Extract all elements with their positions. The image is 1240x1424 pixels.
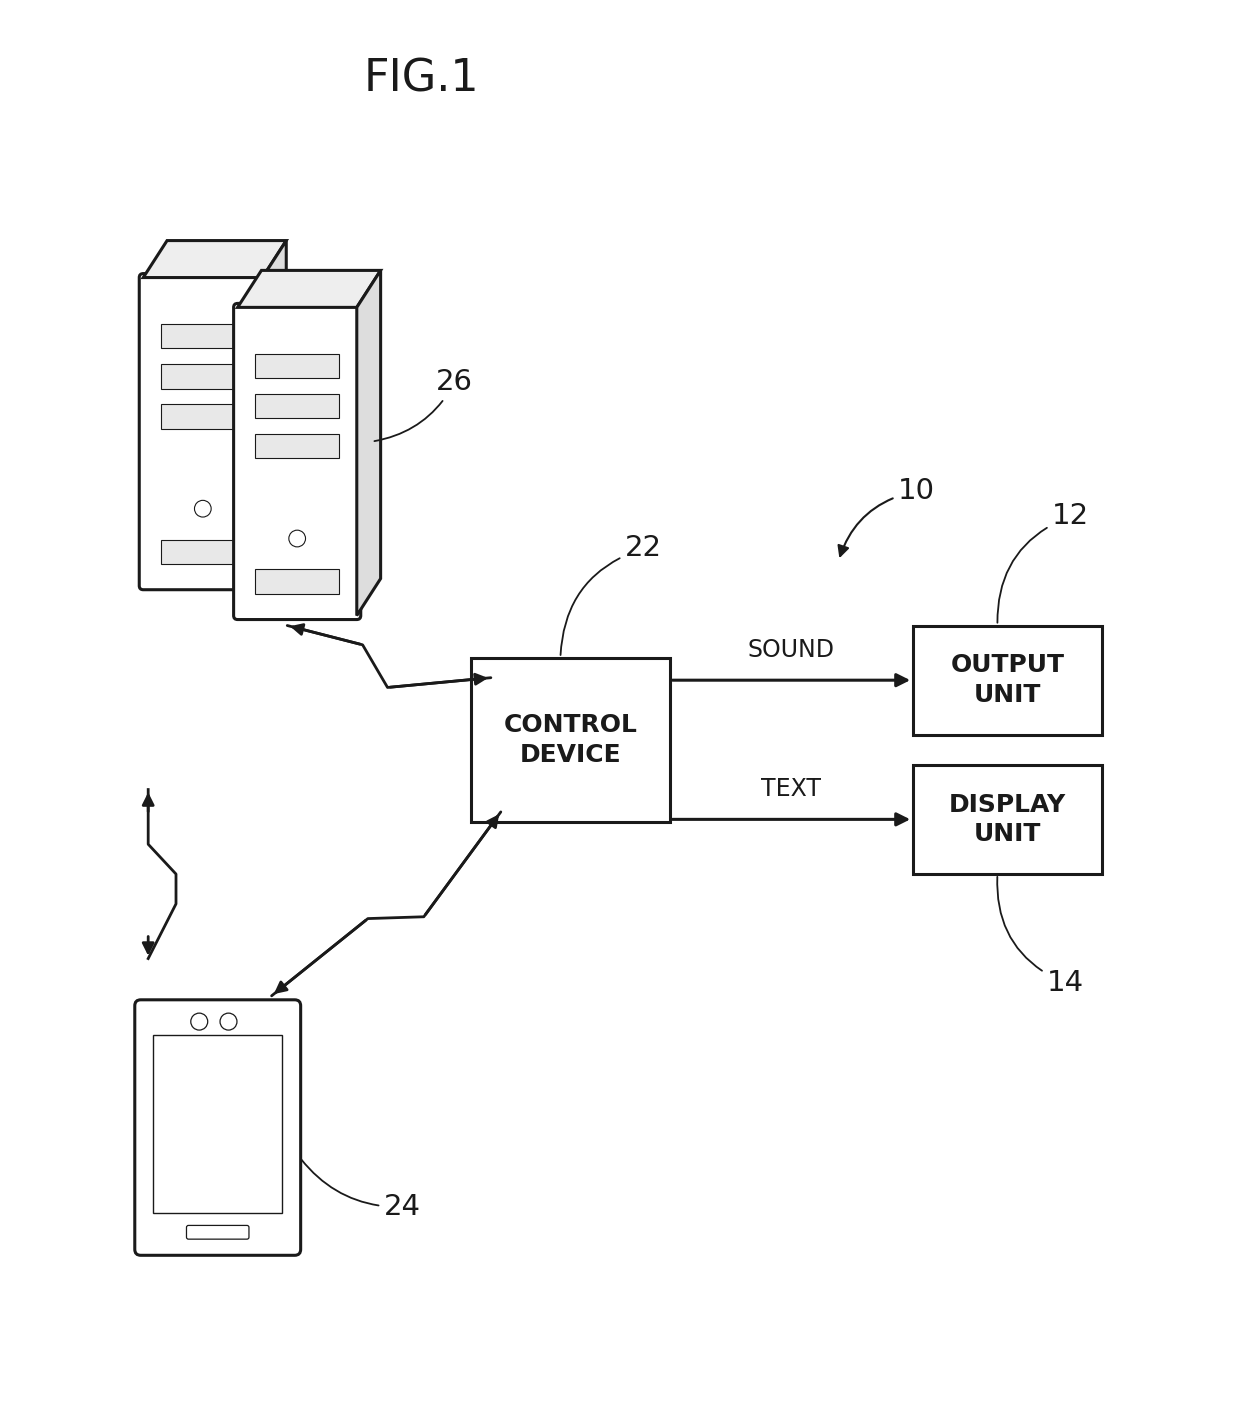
Bar (153, 1035, 283, 1213)
Bar (255, 570, 339, 594)
Text: 14: 14 (997, 877, 1084, 997)
Bar (161, 540, 244, 564)
Polygon shape (144, 241, 286, 278)
Text: 26: 26 (374, 367, 474, 441)
Text: 24: 24 (301, 1159, 422, 1222)
Bar (255, 353, 339, 379)
Bar (913, 765, 1102, 874)
Bar (161, 323, 244, 349)
FancyBboxPatch shape (135, 1000, 300, 1256)
FancyBboxPatch shape (233, 303, 361, 619)
Bar (255, 434, 339, 459)
Bar (471, 658, 670, 822)
Bar (255, 393, 339, 419)
Text: FIG.1: FIG.1 (363, 57, 479, 100)
Bar (161, 404, 244, 429)
Polygon shape (357, 271, 381, 615)
Text: CONTROL
DEVICE: CONTROL DEVICE (503, 713, 637, 766)
Polygon shape (263, 241, 286, 585)
Circle shape (195, 500, 211, 517)
Polygon shape (238, 271, 381, 308)
Text: 22: 22 (560, 534, 662, 655)
Circle shape (191, 1012, 208, 1030)
Text: OUTPUT
UNIT: OUTPUT UNIT (950, 654, 1064, 708)
Circle shape (219, 1012, 237, 1030)
Circle shape (289, 530, 305, 547)
Text: DISPLAY
UNIT: DISPLAY UNIT (949, 793, 1066, 846)
FancyBboxPatch shape (139, 273, 267, 590)
Bar (161, 365, 244, 389)
FancyBboxPatch shape (186, 1226, 249, 1239)
Text: 12: 12 (997, 503, 1089, 622)
Text: TEXT: TEXT (761, 778, 821, 802)
Text: 10: 10 (838, 477, 935, 555)
Text: SOUND: SOUND (748, 638, 835, 662)
Bar (913, 625, 1102, 735)
